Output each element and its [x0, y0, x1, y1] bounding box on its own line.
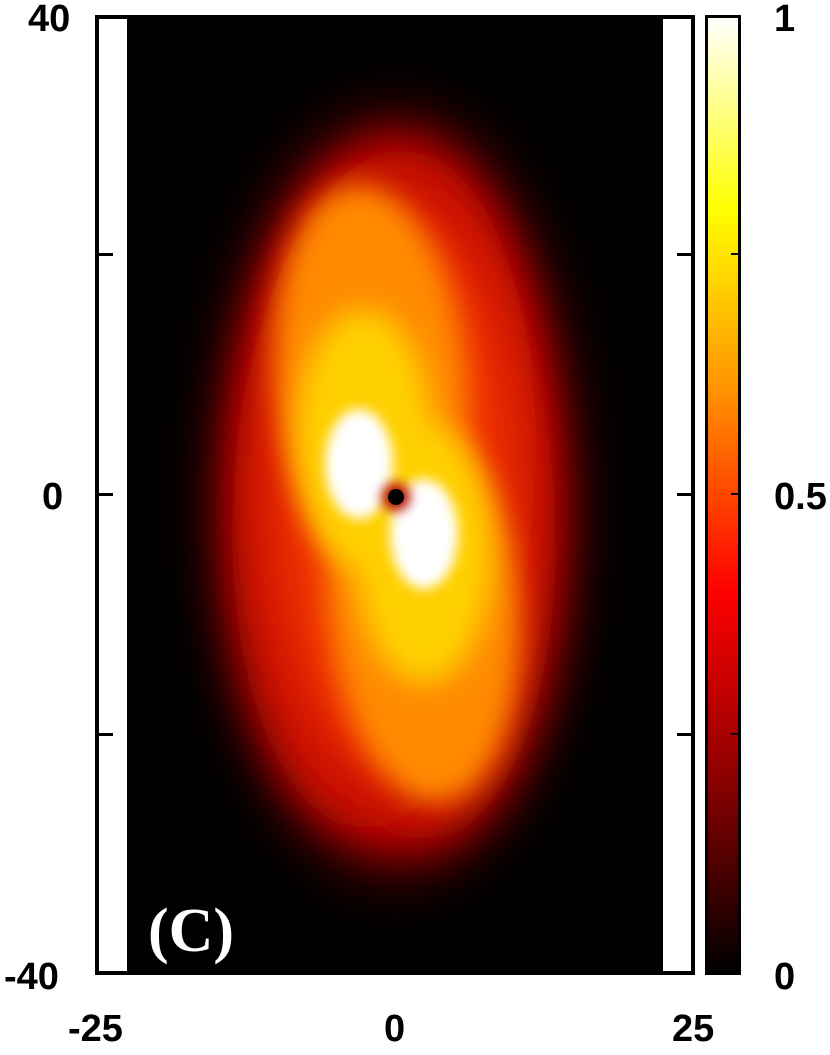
bright-lobe-upper-left [325, 409, 393, 519]
dark-core [388, 489, 404, 505]
y-tick-mark-right [677, 733, 695, 736]
y-tick-mark-right [677, 493, 695, 496]
y-tick-mark-right [677, 253, 695, 256]
y-tick-label: 0 [42, 476, 64, 518]
colorbar [705, 15, 741, 975]
intensity-field [230, 125, 560, 865]
heatmap-plot-area [95, 15, 695, 975]
colorbar-tick-label: 0.5 [774, 476, 827, 518]
bright-lobe-lower-right [390, 479, 458, 589]
y-tick-mark-left [95, 493, 113, 496]
colorbar-tick-label: 0 [774, 956, 796, 998]
x-tick-mark [394, 957, 397, 975]
colorbar-tick-mark [731, 493, 741, 495]
x-tick-label: -25 [68, 1008, 123, 1050]
heatmap-image [99, 19, 691, 971]
colorbar-tick-label: 1 [774, 0, 796, 40]
colorbar-tick-mark [731, 733, 741, 735]
x-tick-label: 25 [672, 1008, 715, 1050]
x-tick-label: 0 [384, 1008, 406, 1050]
y-tick-label: 40 [28, 0, 71, 40]
colorbar-tick-mark [731, 253, 741, 255]
colorbar-gradient [708, 18, 738, 972]
y-tick-mark-left [95, 733, 113, 736]
panel-label: (C) [148, 897, 235, 965]
y-tick-mark-left [95, 253, 113, 256]
y-tick-label: -40 [4, 956, 59, 998]
